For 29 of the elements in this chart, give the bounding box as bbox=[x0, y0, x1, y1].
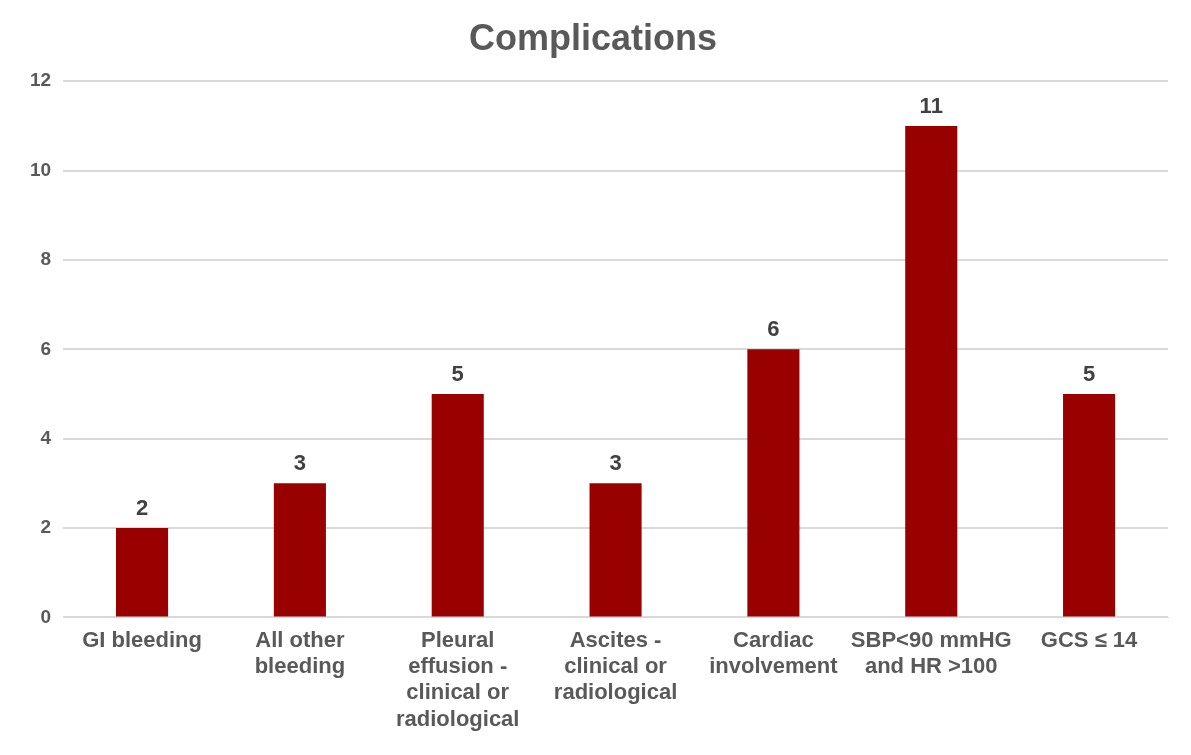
y-tick-label: 12 bbox=[29, 69, 52, 91]
chart-title: Complications bbox=[468, 16, 718, 58]
data-label: 5 bbox=[451, 361, 464, 387]
y-tick-label: 2 bbox=[40, 516, 52, 538]
x-tick-label: GCS ≤ 14 bbox=[1040, 626, 1139, 652]
data-label: 6 bbox=[767, 316, 780, 342]
x-tick-label: SBP<90 mmHG and HR >100 bbox=[850, 626, 1012, 679]
data-label: 3 bbox=[293, 450, 307, 476]
x-tick-label: Cardiac involvement bbox=[709, 626, 839, 679]
bar bbox=[905, 125, 958, 617]
y-tick-label: 10 bbox=[29, 158, 52, 180]
bar bbox=[747, 349, 800, 617]
y-tick-label: 0 bbox=[40, 605, 52, 627]
y-tick-label: 6 bbox=[40, 337, 52, 359]
x-tick-label: Pleural effusion - clinical or radiological bbox=[395, 626, 520, 731]
y-tick-label: 8 bbox=[40, 248, 52, 270]
bar bbox=[589, 483, 642, 617]
bar bbox=[116, 528, 169, 617]
data-label: 2 bbox=[135, 495, 149, 521]
bar bbox=[1063, 393, 1116, 617]
bar bbox=[431, 393, 484, 617]
x-tick-label: Ascites - clinical or radiological bbox=[553, 626, 678, 705]
bar bbox=[273, 483, 326, 617]
y-tick-label: 4 bbox=[40, 426, 52, 448]
data-label: 11 bbox=[919, 92, 943, 118]
x-tick-label: All other bleeding bbox=[254, 626, 346, 679]
data-label: 3 bbox=[609, 450, 622, 476]
x-tick-label: GI bleeding bbox=[82, 626, 202, 652]
data-label: 5 bbox=[1082, 361, 1096, 387]
